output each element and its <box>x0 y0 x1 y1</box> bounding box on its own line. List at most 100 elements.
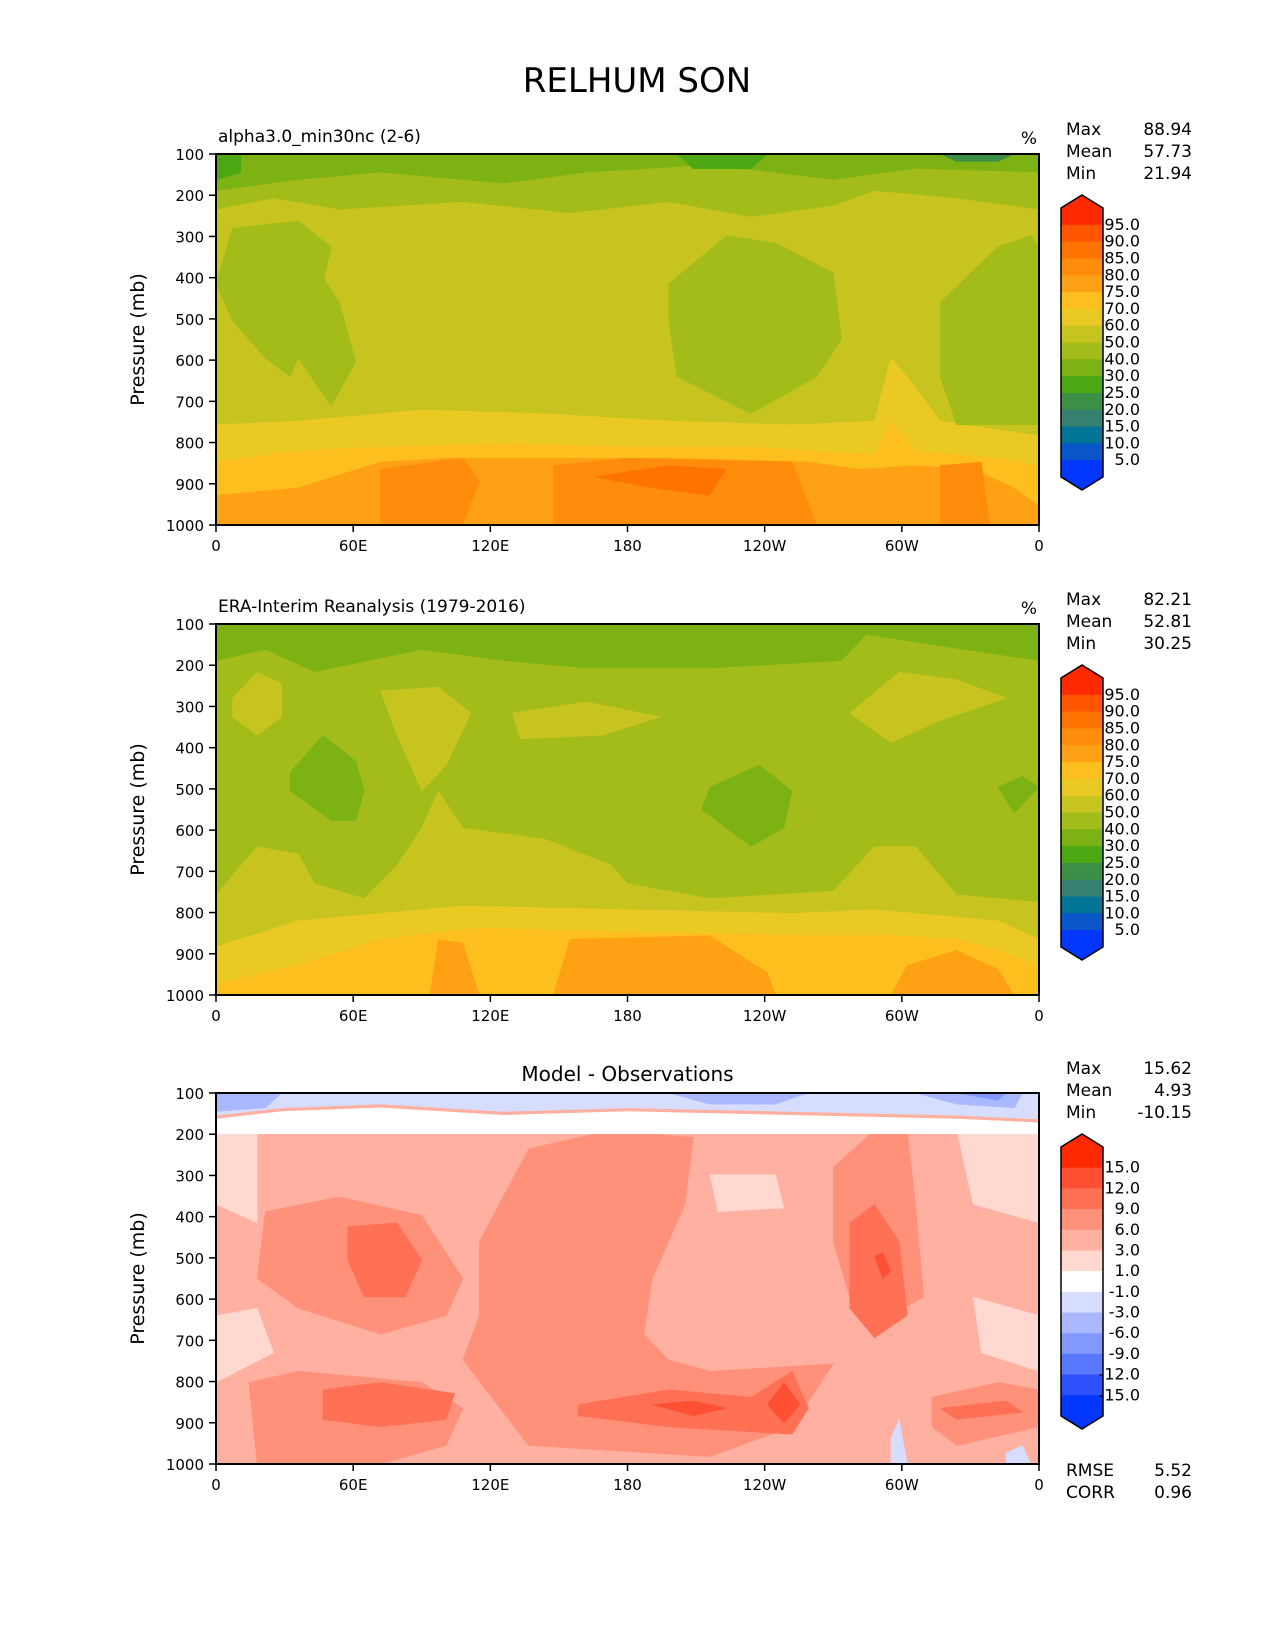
contour-region <box>216 1093 283 1112</box>
panel-title: ERA-Interim Reanalysis (1979-2016) <box>218 597 526 617</box>
colorbar-bin <box>1061 762 1103 780</box>
colorbar-bin <box>1061 795 1103 814</box>
colorbar-bin <box>1061 409 1103 428</box>
stat-value: -10.15 <box>1137 1103 1192 1123</box>
colorbar-bin <box>1061 846 1103 864</box>
colorbar-tick-label: -9.0 <box>1109 1344 1140 1363</box>
colorbar-tick-label: 3.0 <box>1115 1240 1140 1259</box>
panel-title: Model - Observations <box>521 1062 733 1086</box>
contour-region <box>347 1222 423 1298</box>
contour-region <box>289 734 365 821</box>
x-tick-label: 120W <box>743 1007 787 1025</box>
colorbar-tick-label: 30.0 <box>1104 366 1140 385</box>
stat-value: 82.21 <box>1143 590 1192 610</box>
colorbar-bin <box>1061 376 1103 394</box>
colorbar-bin <box>1061 443 1103 461</box>
contour-region <box>874 1252 892 1279</box>
contour-region <box>380 457 480 525</box>
y-tick-label: 100 <box>175 146 204 164</box>
contour-region <box>939 461 990 525</box>
colorbar-tick-label: 85.0 <box>1104 718 1140 737</box>
colorbar-bin <box>1061 359 1103 377</box>
panel-1: alpha3.0_min30nc (2-6) % 100 200 300 400 500 60… <box>127 120 1192 555</box>
y-tick-label: 600 <box>175 822 204 840</box>
colorbar-bin <box>1061 778 1103 797</box>
y-tick-label: 900 <box>175 946 204 964</box>
colorbar-bin <box>1061 258 1103 276</box>
x-tick-label: 0 <box>211 1476 221 1494</box>
colorbar-tick-label: 15.0 <box>1104 1158 1140 1177</box>
contour-region <box>429 939 480 995</box>
units-label: % <box>1021 129 1037 149</box>
colorbar-tick-label: 30.0 <box>1104 836 1140 855</box>
y-tick-label: 800 <box>175 435 204 453</box>
colorbar-tick-label: 1.0 <box>1115 1261 1140 1280</box>
contour-region <box>701 764 793 847</box>
colorbar-tick-label: 75.0 <box>1104 752 1140 771</box>
y-tick-label: 900 <box>175 476 204 494</box>
y-tick-label: 1000 <box>166 517 204 535</box>
colorbar-tick-label: 80.0 <box>1104 735 1140 754</box>
x-tick-label: 60E <box>339 1476 368 1494</box>
colorbar-bin <box>1061 1167 1103 1189</box>
colorbar-extend-top <box>1061 665 1103 678</box>
panel-title: alpha3.0_min30nc (2-6) <box>218 127 421 147</box>
stat-label: Mean <box>1066 142 1112 162</box>
contour-region <box>939 1400 1024 1420</box>
y-tick-label: 500 <box>175 781 204 799</box>
colorbar-bin <box>1061 1209 1103 1231</box>
contour-region <box>849 1203 908 1339</box>
stat-label: CORR <box>1066 1483 1115 1503</box>
colorbar-bin <box>1061 694 1103 713</box>
stat-value: 21.94 <box>1143 164 1192 184</box>
colorbar-outline <box>1060 664 1104 961</box>
colorbar-tick-label: 5.0 <box>1115 920 1140 939</box>
colorbar-bin <box>1061 342 1103 360</box>
contour-region <box>322 1382 456 1428</box>
stat-value: 52.81 <box>1143 612 1192 632</box>
colorbar: 95.090.085.080.075.070.060.050.040.030.0… <box>1060 194 1140 491</box>
contour-region <box>553 935 776 995</box>
stat-value: 4.93 <box>1154 1081 1192 1101</box>
colorbar-outline <box>1060 1133 1104 1430</box>
stat-label: Min <box>1066 164 1096 184</box>
y-tick-label: 400 <box>175 1209 204 1227</box>
colorbar-tick-label: 12.0 <box>1104 1178 1140 1197</box>
contour-region <box>709 1174 785 1212</box>
y-tick-label: 500 <box>175 1250 204 1268</box>
y-tick-label: 300 <box>175 228 204 246</box>
contour-region <box>511 701 662 740</box>
stat-label: Min <box>1066 1103 1096 1123</box>
contour-region <box>939 235 1039 426</box>
contour-region <box>972 1296 1039 1372</box>
contour-region <box>594 465 727 496</box>
contour-region <box>676 154 768 170</box>
colorbar-bin <box>1061 224 1103 243</box>
colorbar-bin <box>1061 1333 1103 1355</box>
colorbar-bin <box>1061 1353 1103 1376</box>
colorbar: 15.012.0 9.0 6.03.0 1.0 -1.0 -3.0-6.0 -9.0 -12.… <box>1060 1133 1140 1430</box>
y-tick-label: 600 <box>175 352 204 370</box>
contour-region <box>956 1093 1007 1101</box>
colorbar-extend-bottom <box>1061 1416 1103 1429</box>
colorbar-tick-label: 10.0 <box>1104 433 1140 452</box>
stat-label: Max <box>1066 590 1101 610</box>
y-axis-label: Pressure (mb) <box>127 273 149 406</box>
colorbar-extend-bottom <box>1061 947 1103 960</box>
colorbar-bin <box>1061 275 1103 293</box>
y-tick-label: 400 <box>175 270 204 288</box>
colorbar-bin <box>1061 913 1103 931</box>
colorbar-tick-label: 80.0 <box>1104 265 1140 284</box>
x-tick-label: 0 <box>1034 1476 1044 1494</box>
y-tick-label: 200 <box>175 1126 204 1144</box>
colorbar-tick-label: 25.0 <box>1104 853 1140 872</box>
colorbar-bin <box>1061 896 1103 914</box>
contour-region <box>652 1400 727 1417</box>
y-tick-label: 700 <box>175 1332 204 1350</box>
stat-value: 88.94 <box>1143 120 1192 140</box>
colorbar-tick-label: 75.0 <box>1104 282 1140 301</box>
stat-value: 57.73 <box>1143 142 1192 162</box>
y-tick-label: 500 <box>175 311 204 329</box>
y-tick-label: 100 <box>175 1085 204 1103</box>
